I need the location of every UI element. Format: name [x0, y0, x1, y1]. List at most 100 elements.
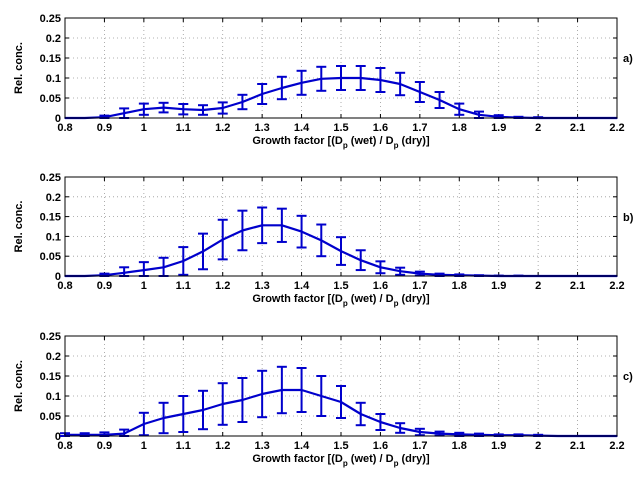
x-tick-label: 1.8 [452, 122, 467, 134]
data-point [419, 91, 421, 93]
axes-box [64, 17, 618, 119]
x-tick-label: 1.3 [254, 440, 269, 452]
y-tick-label: 0 [55, 431, 61, 443]
data-point [182, 413, 185, 415]
y-tick-label: 0.2 [46, 192, 61, 204]
data-point [123, 112, 125, 114]
data-point [202, 250, 204, 253]
x-axis-label-subscript: p [394, 141, 399, 150]
x-tick-label: 2.2 [609, 122, 624, 134]
x-tick-label: 1.2 [215, 280, 230, 292]
y-tick-label: 0.15 [40, 53, 61, 65]
data-point [320, 395, 323, 397]
data-point [419, 431, 421, 433]
data-point [221, 238, 224, 241]
y-axis-label: Rel. conc. [13, 360, 25, 412]
y-tick-label: 0.25 [40, 331, 61, 343]
x-axis-label-part: Growth factor [(D [252, 293, 342, 305]
x-tick-label: 1.7 [412, 122, 427, 134]
x-tick-label: 1.2 [215, 122, 230, 134]
y-tick-label: 0.15 [40, 212, 61, 224]
data-point [359, 259, 362, 261]
y-tick-label: 0.05 [40, 93, 61, 105]
x-tick-label: 1.7 [412, 280, 427, 292]
x-axis-label-subscript: p [343, 459, 348, 468]
x-tick-label: 1.4 [294, 280, 310, 292]
data-point [320, 78, 323, 80]
data-point [340, 77, 342, 79]
data-point [261, 93, 263, 95]
data-point [340, 250, 342, 252]
data-point [399, 270, 401, 273]
axes-box [64, 176, 618, 277]
x-axis-label-subscript: p [343, 299, 348, 308]
x-tick-label: 1.8 [452, 280, 467, 292]
x-tick-label: 1.1 [176, 440, 191, 452]
data-point [438, 99, 441, 101]
x-axis-label-part: Growth factor [(D [252, 453, 342, 465]
data-point [399, 427, 401, 429]
data-point [123, 272, 125, 274]
y-tick-label: 0.25 [40, 13, 61, 25]
x-tick-label: 1.6 [373, 280, 388, 292]
x-tick-label: 0.9 [97, 122, 112, 134]
x-tick-label: 1.7 [412, 440, 427, 452]
x-axis-label-part: (dry)] [398, 293, 430, 305]
x-tick-label: 1.3 [254, 122, 269, 134]
x-axis-label-part: (wet) / D [348, 453, 394, 465]
x-axis-label-part: (dry)] [398, 453, 430, 465]
panel-label: b) [623, 212, 634, 224]
data-point [281, 389, 283, 391]
x-tick-label: 1 [141, 280, 147, 292]
data-point [300, 230, 303, 233]
data-point [281, 224, 283, 227]
x-tick-label: 1.6 [373, 440, 388, 452]
x-axis-label-subscript: p [394, 459, 399, 468]
x-tick-label: 1.8 [452, 440, 467, 452]
data-point [103, 434, 106, 436]
x-tick-label: 2.2 [609, 280, 624, 292]
data-point [241, 399, 244, 401]
x-tick-label: 2 [535, 122, 541, 134]
x-axis-label-part: (dry)] [398, 135, 430, 147]
x-tick-label: 0.8 [57, 122, 72, 134]
data-point [241, 101, 244, 103]
x-tick-label: 2 [535, 440, 541, 452]
x-tick-label: 1.1 [176, 280, 191, 292]
data-point [379, 266, 382, 269]
y-tick-label: 0.05 [40, 251, 61, 263]
x-tick-label: 1.5 [333, 440, 348, 452]
x-axis-label: Growth factor [(Dp (wet) / Dp (dry)] [252, 135, 430, 150]
x-tick-label: 0.9 [97, 280, 112, 292]
y-tick-label: 0.1 [46, 231, 61, 243]
data-point [202, 109, 204, 111]
y-tick-label: 0 [55, 113, 61, 125]
panel-label: a) [623, 53, 633, 65]
y-axis-label: Rel. conc. [13, 201, 25, 253]
x-tick-label: 1.5 [333, 280, 348, 292]
data-point [359, 413, 362, 415]
x-axis-label: Growth factor [(Dp (wet) / Dp (dry)] [252, 293, 430, 308]
data-point [261, 224, 263, 227]
x-tick-label: 1.9 [491, 440, 506, 452]
panel-1: 0.8 0.9 1 1.1 1.2 1.3 1.4 1.5 1.6 1.7 1.8 1.9 2 2.1 2.… [13, 13, 633, 150]
data-point [438, 432, 441, 435]
x-tick-label: 2 [535, 280, 541, 292]
data-point [497, 116, 500, 118]
data-point [379, 421, 382, 423]
x-tick-label: 0.8 [57, 440, 72, 452]
data-point [221, 403, 224, 405]
x-tick-label: 1.9 [491, 280, 506, 292]
y-tick-label: 0.25 [40, 172, 61, 184]
data-point [162, 106, 165, 109]
x-axis-label-part: (wet) / D [348, 135, 394, 147]
data-point [438, 274, 441, 276]
data-point [281, 87, 283, 89]
x-tick-label: 2.1 [570, 122, 585, 134]
data-point [202, 409, 204, 411]
y-tick-label: 0.2 [46, 33, 61, 45]
y-tick-label: 0.2 [46, 351, 61, 363]
x-tick-label: 0.8 [57, 280, 72, 292]
axes-box [64, 335, 618, 437]
data-point [162, 266, 165, 269]
